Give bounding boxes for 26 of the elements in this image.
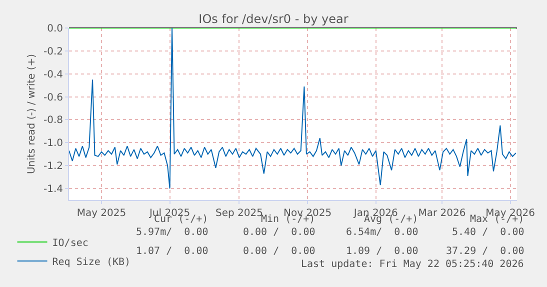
y-tick-label: -1.0	[43, 138, 63, 150]
text: Last update: Fri May 22 05:25:40 2026	[301, 259, 524, 270]
y-tick-label: -0.4	[43, 69, 63, 80]
text: 0.00 / 0.00	[243, 227, 316, 238]
y-tick-label: 0.0	[47, 24, 63, 34]
legend-label: IO/sec	[52, 238, 88, 249]
chart-title: IOs for /dev/sr0 - by year	[198, 12, 348, 26]
text: 1.09 / 0.00	[346, 246, 418, 257]
y-tick-label: -0.2	[43, 46, 63, 58]
y-tick-label: -0.6	[43, 92, 63, 104]
y-tick-label: -0.8	[43, 115, 63, 126]
x-tick-label: Mar 2026	[418, 208, 466, 219]
text: 37.29 / 0.00	[446, 246, 524, 257]
legend-label: Req Size (KB)	[52, 256, 131, 268]
y-tick-label: -1.4	[43, 184, 63, 196]
text: 1.07 / 0.00	[136, 246, 208, 257]
line-series	[69, 28, 516, 190]
text: 6.54m/ 0.00	[346, 227, 418, 238]
y-axis-title: Units read (-) / write (+)	[26, 54, 38, 174]
text: 5.97m/ 0.00	[136, 227, 208, 238]
text: 0.00 / 0.00	[243, 246, 316, 257]
y-tick-label: -1.2	[43, 161, 63, 172]
text: Min (-/+)	[261, 214, 316, 225]
text: 5.40 / 0.00	[452, 227, 524, 238]
x-tick-label: Sep 2025	[216, 208, 263, 219]
x-tick-label: May 2025	[76, 208, 126, 219]
